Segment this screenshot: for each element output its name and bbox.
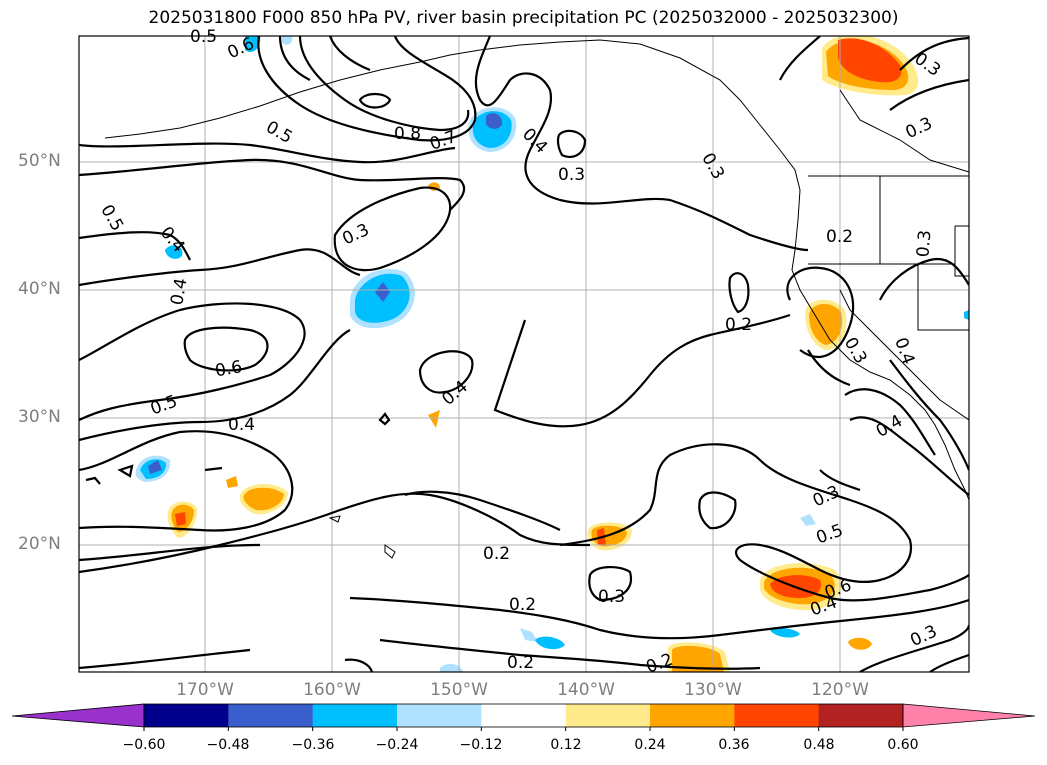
contour-label: 0.4 [228,415,255,435]
contour-label: 0.5 [96,201,127,234]
contour-label: 0.7 [427,127,459,155]
colorbar-tick-label: 0.12 [550,737,582,753]
colorbar-tick-label: 0.48 [803,737,835,753]
colorbar [11,703,1036,731]
colorbar-segment [397,704,482,727]
pv-contours [79,36,969,672]
contour-label: 0.3 [907,621,940,651]
contour-label: 0.3 [810,482,843,512]
colorbar-tick-label: −0.48 [206,737,250,753]
contour-label: 0.2 [725,315,752,335]
map-frame [78,35,970,673]
colorbar-tick-label: −0.36 [291,737,335,753]
colorbar-segment [312,704,398,727]
colorbar-segment [481,704,567,727]
contour-label: 0.5 [190,27,217,47]
contour-label: 0.2 [483,544,510,564]
contour-label: 0.4 [438,377,472,410]
colorbar-tick-label: −0.24 [375,737,419,753]
lat-label-30n: 30°N [18,407,61,427]
contour-label: 0.2 [507,653,534,673]
colorbar-segment [144,704,229,727]
colorbar-segment [565,704,651,727]
lat-label-20n: 20°N [18,534,61,554]
contour-label: 0.5 [148,391,180,419]
contour-label: 0.3 [598,587,625,607]
contour-label: 0.5 [814,520,846,548]
contour-label: 0.3 [903,114,936,144]
contour-label: 0.6 [214,357,244,381]
colorbar-tick-label: 0.24 [634,737,666,753]
contour-label: 0.3 [697,150,728,183]
contour-label: 0.8 [394,124,421,144]
contour-label: 0.4 [156,223,189,257]
lon-label-160w: 160°W [303,680,361,700]
contour-label: 0.4 [518,124,551,157]
lat-label-50n: 50°N [18,151,61,171]
contour-label: 0.3 [558,165,585,185]
lon-label-140w: 140°W [557,680,615,700]
lon-label-170w: 170°W [176,680,234,700]
colorbar-extend-low [11,703,145,728]
colorbar-tick-label: 0.60 [887,737,919,753]
contour-label: 0.5 [262,117,295,148]
colorbar-tick-label: −0.12 [459,737,503,753]
contour-label: 0.3 [913,229,935,258]
lat-label-40n: 40°N [18,279,61,299]
colorbar-segment [818,704,904,727]
colorbar-tick-label: −0.60 [122,737,166,753]
colorbar-extend-high [902,703,1036,728]
lon-label-130w: 130°W [684,680,742,700]
lon-label-150w: 150°W [430,680,488,700]
contour-label: 0.4 [890,335,918,367]
colorbar-segment [228,704,314,727]
lon-label-120w: 120°W [811,680,869,700]
contour-label: 0.2 [509,595,536,615]
contour-label: 0.4 [167,277,191,307]
colorbar-segment [650,704,735,727]
contour-label: 0.2 [826,227,853,247]
coastlines [104,39,969,559]
colorbar-tick-label: 0.36 [718,737,750,753]
colorbar-segment [734,704,820,727]
map-title: 2025031800 F000 850 hPa PV, river basin … [148,8,899,28]
